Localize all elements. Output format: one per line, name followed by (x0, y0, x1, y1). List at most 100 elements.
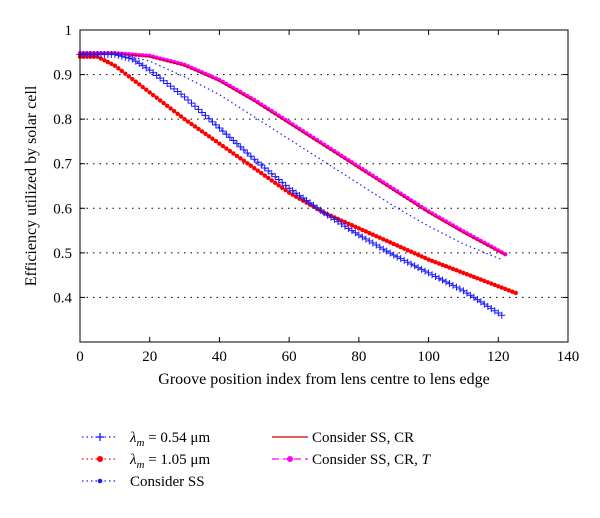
series-marker (374, 233, 379, 239)
series-marker (450, 266, 456, 272)
series-marker (468, 273, 473, 278)
series-marker (217, 141, 222, 146)
series-marker (262, 173, 267, 178)
series-marker (102, 58, 107, 63)
x-tick-label: 140 (557, 349, 580, 365)
series-marker (240, 146, 248, 154)
series-marker (273, 180, 278, 186)
series-marker (452, 283, 460, 291)
series-marker (506, 288, 511, 293)
series-marker (254, 158, 262, 166)
series-marker (206, 134, 212, 139)
series-marker (429, 258, 435, 264)
series-marker (161, 100, 166, 106)
series-marker (398, 244, 403, 250)
series-marker (195, 105, 203, 113)
x-tick-label: 0 (76, 349, 84, 365)
series-marker (229, 137, 237, 145)
series-marker (276, 183, 281, 188)
series-marker (436, 261, 442, 266)
y-tick-label: 0.6 (53, 201, 72, 217)
series-marker (411, 262, 419, 270)
series-marker (464, 272, 470, 277)
y-tick-label: 0.5 (53, 246, 72, 262)
series-marker (257, 161, 265, 169)
series-marker (201, 112, 209, 120)
legend-label: Consider SS, CR (312, 430, 414, 446)
series-marker (269, 178, 274, 183)
series-marker (513, 290, 518, 296)
series-marker (363, 229, 369, 234)
series-marker (203, 131, 208, 137)
y-tick-label: 1 (65, 23, 73, 39)
series-marker (184, 96, 192, 104)
series-marker (241, 158, 247, 164)
series-marker (192, 124, 198, 129)
y-tick-label: 0.4 (53, 290, 72, 306)
series-marker (418, 265, 426, 273)
series-marker (137, 82, 142, 87)
series-marker (248, 163, 253, 168)
series-marker (119, 68, 125, 74)
series-marker (222, 130, 230, 138)
series-marker (407, 260, 415, 268)
series-marker (393, 253, 401, 261)
series-marker (377, 235, 382, 240)
series-marker (499, 285, 504, 290)
x-tick-label: 80 (351, 349, 366, 365)
series-marker (421, 267, 429, 275)
series-marker (426, 257, 431, 262)
legend-swatch-marker (97, 478, 103, 484)
series-marker (445, 280, 453, 288)
series-line (80, 56, 516, 294)
series-marker (259, 170, 264, 176)
axis-ticks: 0.4 0.5 0.6 0.7 0.8 0.9 1 0 20 40 60 80 100 120 140 (53, 23, 579, 365)
series-marker (360, 227, 365, 233)
series-marker (212, 121, 220, 129)
series-marker (189, 121, 194, 127)
series-marker (231, 151, 236, 156)
legend-label: λm = 1.05 μm (129, 452, 210, 471)
series-marker (275, 176, 283, 184)
series-marker (390, 251, 398, 259)
series-marker (342, 219, 348, 225)
series-marker (227, 148, 233, 154)
series-marker (492, 282, 497, 288)
x-axis-label: Groove position index from lens centre t… (158, 371, 489, 388)
x-tick-label: 100 (417, 349, 440, 365)
series-marker (130, 76, 135, 82)
series-marker (111, 51, 119, 59)
series-marker (105, 59, 111, 65)
series-marker (213, 139, 219, 144)
series-marker (226, 133, 234, 141)
series-marker (182, 116, 187, 122)
legend-swatch-marker (287, 456, 293, 462)
series-marker (456, 285, 464, 293)
series-marker (397, 255, 405, 263)
series-marker (346, 221, 351, 226)
series-2 (80, 52, 502, 261)
series-marker (471, 274, 477, 280)
series-0 (76, 51, 506, 319)
series-marker (478, 277, 484, 282)
series-marker (191, 102, 199, 110)
series-marker (503, 251, 508, 257)
series-marker (181, 93, 189, 101)
series-marker (140, 84, 145, 90)
series-4 (77, 50, 508, 257)
series-marker (415, 252, 421, 258)
x-tick-label: 40 (212, 349, 227, 365)
series-marker (349, 223, 355, 228)
series-marker (121, 53, 129, 61)
series-marker (432, 272, 440, 280)
series-marker (482, 278, 487, 284)
series-marker (428, 271, 436, 279)
series-marker (510, 289, 515, 294)
series-marker (419, 254, 424, 259)
series-line (80, 52, 506, 256)
series-marker (384, 238, 389, 244)
series-marker (114, 51, 122, 59)
series-marker (388, 240, 393, 245)
series-marker (395, 243, 400, 248)
